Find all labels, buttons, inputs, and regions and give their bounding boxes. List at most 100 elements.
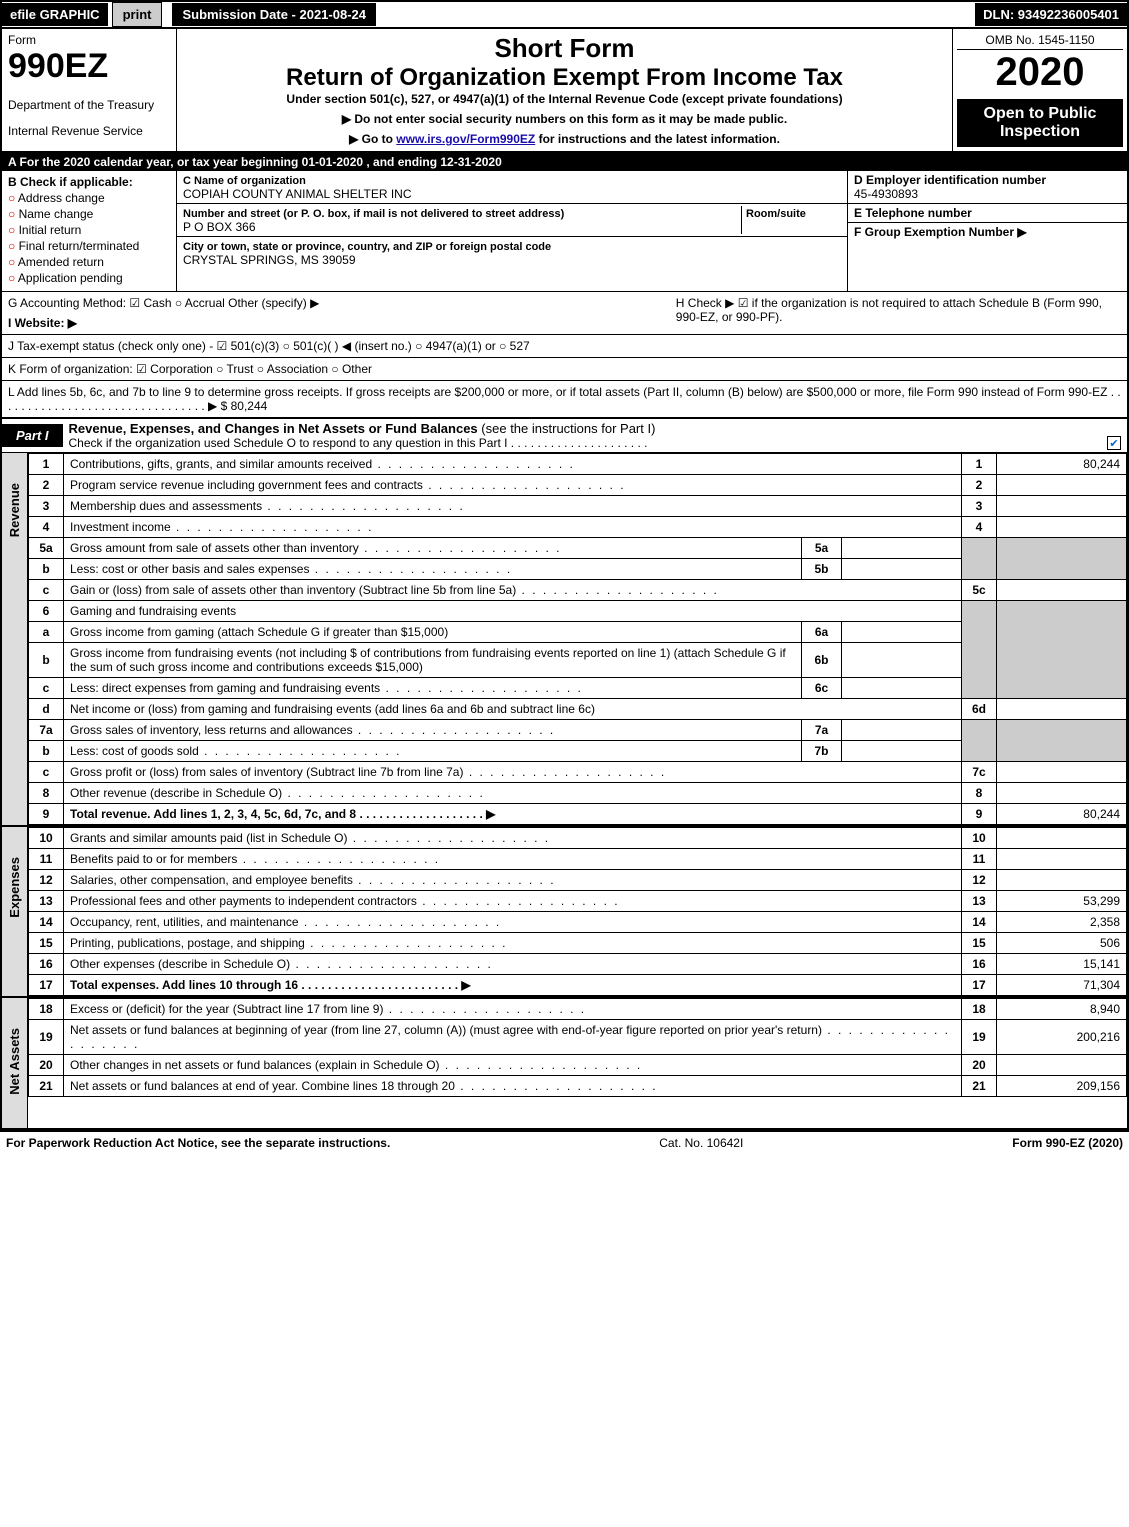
line-8: 8Other revenue (describe in Schedule O)8 (29, 783, 1127, 804)
l6c-desc: Less: direct expenses from gaming and fu… (64, 678, 802, 699)
l7c-val (997, 762, 1127, 783)
l6b-desc: Gross income from fundraising events (no… (64, 643, 802, 678)
under-section: Under section 501(c), 527, or 4947(a)(1)… (185, 92, 944, 106)
l3-num: 3 (29, 496, 64, 517)
chk-name[interactable]: Name change (8, 207, 170, 221)
l6d-val (997, 699, 1127, 720)
line-5c: cGain or (loss) from sale of assets othe… (29, 580, 1127, 601)
l9-rn: 9 (962, 804, 997, 825)
line-13: 13Professional fees and other payments t… (29, 891, 1127, 912)
l4-num: 4 (29, 517, 64, 538)
note-ssn: ▶ Do not enter social security numbers o… (185, 112, 944, 126)
dln: DLN: 93492236005401 (975, 3, 1127, 26)
l6-desc: Gaming and fundraising events (64, 601, 962, 622)
row-a-tax-year: A For the 2020 calendar year, or tax yea… (2, 153, 1127, 171)
revenue-section: Revenue 1Contributions, gifts, grants, a… (2, 453, 1127, 827)
l18-rn: 18 (962, 999, 997, 1020)
l7b-num: b (29, 741, 64, 762)
c-city-label: City or town, state or province, country… (183, 241, 551, 253)
l6d-rn: 6d (962, 699, 997, 720)
header-left: Form 990EZ Department of the Treasury In… (2, 29, 177, 151)
chk-final[interactable]: Final return/terminated (8, 239, 170, 253)
l13-val: 53,299 (997, 891, 1127, 912)
l16-val: 15,141 (997, 954, 1127, 975)
line-17: 17Total expenses. Add lines 10 through 1… (29, 975, 1127, 996)
l11-num: 11 (29, 849, 64, 870)
l14-rn: 14 (962, 912, 997, 933)
k-form-org: K Form of organization: ☑ Corporation ○ … (2, 358, 1127, 381)
l5a-sn: 5a (802, 538, 842, 559)
l6b-sv (842, 643, 962, 678)
line-10: 10Grants and similar amounts paid (list … (29, 828, 1127, 849)
l7-shade (962, 720, 997, 762)
l5a-num: 5a (29, 538, 64, 559)
chk-address[interactable]: Address change (8, 191, 170, 205)
expenses-section: Expenses 10Grants and similar amounts pa… (2, 827, 1127, 998)
l1-desc: Contributions, gifts, grants, and simila… (64, 454, 962, 475)
l5c-num: c (29, 580, 64, 601)
org-street: P O BOX 366 (183, 220, 256, 234)
l6d-num: d (29, 699, 64, 720)
form-number: 990EZ (8, 47, 170, 86)
org-name: COPIAH COUNTY ANIMAL SHELTER INC (183, 187, 412, 201)
chk-amended[interactable]: Amended return (8, 255, 170, 269)
dept-treasury: Department of the Treasury (8, 98, 170, 112)
l17-val: 71,304 (997, 975, 1127, 996)
line-15: 15Printing, publications, postage, and s… (29, 933, 1127, 954)
footer-form: Form 990-EZ (2020) (1012, 1136, 1123, 1150)
l21-val: 209,156 (997, 1076, 1127, 1097)
chk-initial[interactable]: Initial return (8, 223, 170, 237)
l13-rn: 13 (962, 891, 997, 912)
l6b-sn: 6b (802, 643, 842, 678)
part-i-title-text: Revenue, Expenses, and Changes in Net As… (69, 421, 478, 436)
omb-number: OMB No. 1545-1150 (957, 33, 1123, 50)
schedule-o-checkbox[interactable]: ✔ (1107, 436, 1121, 450)
l4-rn: 4 (962, 517, 997, 538)
line-6: 6Gaming and fundraising events (29, 601, 1127, 622)
l19-rn: 19 (962, 1020, 997, 1055)
net-assets-side-text: Net Assets (5, 998, 24, 1125)
col-b-title: B Check if applicable: (8, 175, 170, 189)
l1-num: 1 (29, 454, 64, 475)
print-button[interactable]: print (112, 2, 163, 27)
c-street-label: Number and street (or P. O. box, if mail… (183, 208, 564, 220)
form-990ez: efile GRAPHIC print Submission Date - 20… (0, 0, 1129, 1132)
l6-num: 6 (29, 601, 64, 622)
l7b-sn: 7b (802, 741, 842, 762)
l6c-sv (842, 678, 962, 699)
irs-link[interactable]: www.irs.gov/Form990EZ (396, 132, 535, 146)
l21-num: 21 (29, 1076, 64, 1097)
l14-num: 14 (29, 912, 64, 933)
l7a-num: 7a (29, 720, 64, 741)
l5c-rn: 5c (962, 580, 997, 601)
chk-pending[interactable]: Application pending (8, 271, 170, 285)
l5c-val (997, 580, 1127, 601)
l5b-sn: 5b (802, 559, 842, 580)
e-tel-label: E Telephone number (854, 206, 972, 220)
l20-num: 20 (29, 1055, 64, 1076)
part-i-sub: Check if the organization used Schedule … (69, 436, 1121, 450)
l17-desc: Total expenses. Add lines 10 through 16 … (64, 975, 962, 996)
line-14: 14Occupancy, rent, utilities, and mainte… (29, 912, 1127, 933)
header: Form 990EZ Department of the Treasury In… (2, 29, 1127, 153)
line-20: 20Other changes in net assets or fund ba… (29, 1055, 1127, 1076)
l14-desc: Occupancy, rent, utilities, and maintena… (64, 912, 962, 933)
line-5a: 5aGross amount from sale of assets other… (29, 538, 1127, 559)
c-room-label: Room/suite (746, 208, 806, 220)
l12-num: 12 (29, 870, 64, 891)
l13-num: 13 (29, 891, 64, 912)
l2-desc: Program service revenue including govern… (64, 475, 962, 496)
i-website: I Website: ▶ (8, 316, 676, 330)
l15-rn: 15 (962, 933, 997, 954)
footer-cat: Cat. No. 10642I (390, 1136, 1012, 1150)
c-name-label: C Name of organization (183, 175, 306, 187)
l5b-num: b (29, 559, 64, 580)
expenses-side-label: Expenses (2, 827, 28, 996)
l9-num: 9 (29, 804, 64, 825)
l8-num: 8 (29, 783, 64, 804)
l21-rn: 21 (962, 1076, 997, 1097)
part-i-header: Part I Revenue, Expenses, and Changes in… (2, 419, 1127, 453)
ein-value: 45-4930893 (854, 187, 918, 201)
l17-num: 17 (29, 975, 64, 996)
l10-desc: Grants and similar amounts paid (list in… (64, 828, 962, 849)
